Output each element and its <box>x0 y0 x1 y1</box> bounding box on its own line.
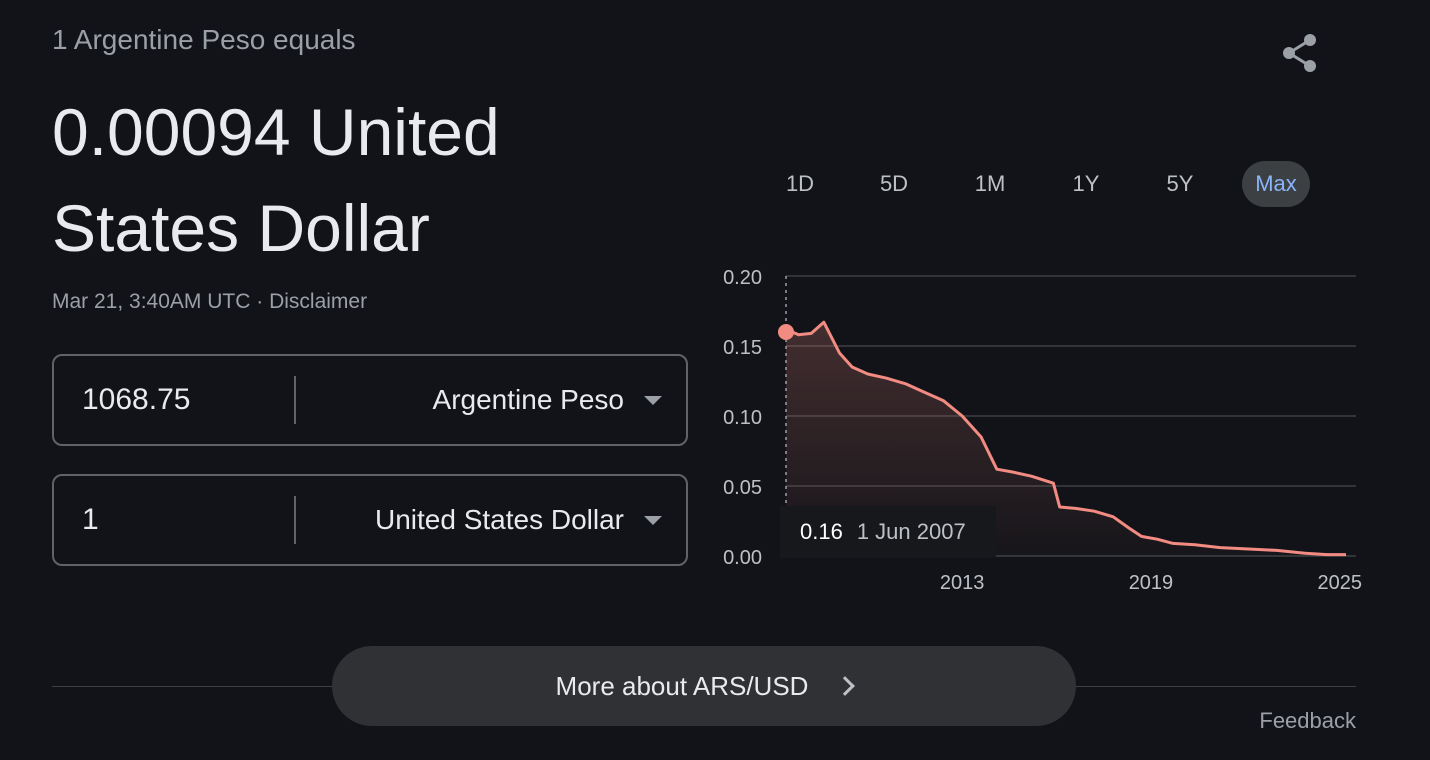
disclaimer-link[interactable]: Disclaimer <box>269 290 368 313</box>
chevron-down-icon <box>644 395 662 405</box>
from-currency-label: Argentine Peso <box>432 384 624 415</box>
to-currency-row: 1 United States Dollar <box>52 474 688 566</box>
to-currency-label: United States Dollar <box>374 504 624 535</box>
tooltip-value: 0.16 <box>800 519 843 544</box>
divider <box>294 496 296 544</box>
timestamp: Mar 21, 3:40AM UTC <box>52 290 251 313</box>
y-tick-label: 0.05 <box>723 477 762 499</box>
chevron-down-icon <box>644 515 662 525</box>
hover-point <box>778 324 794 340</box>
tab-5y[interactable]: 5Y <box>1166 171 1194 196</box>
share-icon <box>1283 34 1316 72</box>
tooltip-date: 1 Jun 2007 <box>856 519 966 544</box>
more-about-button[interactable]: More about ARS/USD <box>332 646 1076 726</box>
y-tick-label: 0.15 <box>723 337 762 359</box>
to-amount-input[interactable]: 1 <box>82 503 99 536</box>
from-amount-input[interactable]: 1068.75 <box>82 383 191 416</box>
exchange-rate-chart[interactable]: 0.20 0.15 0.10 0.05 0.00 2013 2019 2025 <box>700 255 1380 615</box>
timestamp-line: Mar 21, 3:40AM UTC · Disclaimer <box>52 290 367 314</box>
chart-svg: 0.20 0.15 0.10 0.05 0.00 2013 2019 2025 <box>723 267 1362 594</box>
chart-tooltip: 0.16 1 Jun 2007 <box>780 506 996 558</box>
y-tick-label: 0.10 <box>723 407 762 429</box>
equals-label: 1 Argentine Peso equals <box>52 24 356 55</box>
conversion-result: 0.00094 United States Dollar <box>52 95 500 265</box>
more-about-label: More about ARS/USD <box>555 670 809 701</box>
divider <box>294 376 296 424</box>
x-tick-label: 2019 <box>1129 572 1174 594</box>
tab-1y[interactable]: 1Y <box>1072 171 1100 196</box>
tab-1m[interactable]: 1M <box>974 171 1006 196</box>
y-tick-label: 0.00 <box>723 547 762 569</box>
tab-5d[interactable]: 5D <box>879 171 909 196</box>
y-tick-label: 0.20 <box>723 267 762 289</box>
from-currency-select[interactable]: Argentine Peso <box>296 384 686 416</box>
chevron-right-icon <box>835 676 856 696</box>
share-button[interactable] <box>1280 32 1320 74</box>
from-currency-row: 1068.75 Argentine Peso <box>52 354 688 446</box>
range-tabs: 1D 5D 1M 1Y 5Y Max <box>766 160 1326 208</box>
series-line <box>785 320 1346 557</box>
tab-1d[interactable]: 1D <box>785 171 815 196</box>
tab-max[interactable]: Max <box>1242 161 1310 207</box>
separator: · <box>250 290 270 313</box>
x-tick-label: 2025 <box>1317 572 1362 594</box>
x-tick-label: 2013 <box>940 572 985 594</box>
area-fill <box>786 322 1346 556</box>
feedback-link[interactable]: Feedback <box>1259 708 1356 733</box>
to-currency-select[interactable]: United States Dollar <box>296 504 686 536</box>
